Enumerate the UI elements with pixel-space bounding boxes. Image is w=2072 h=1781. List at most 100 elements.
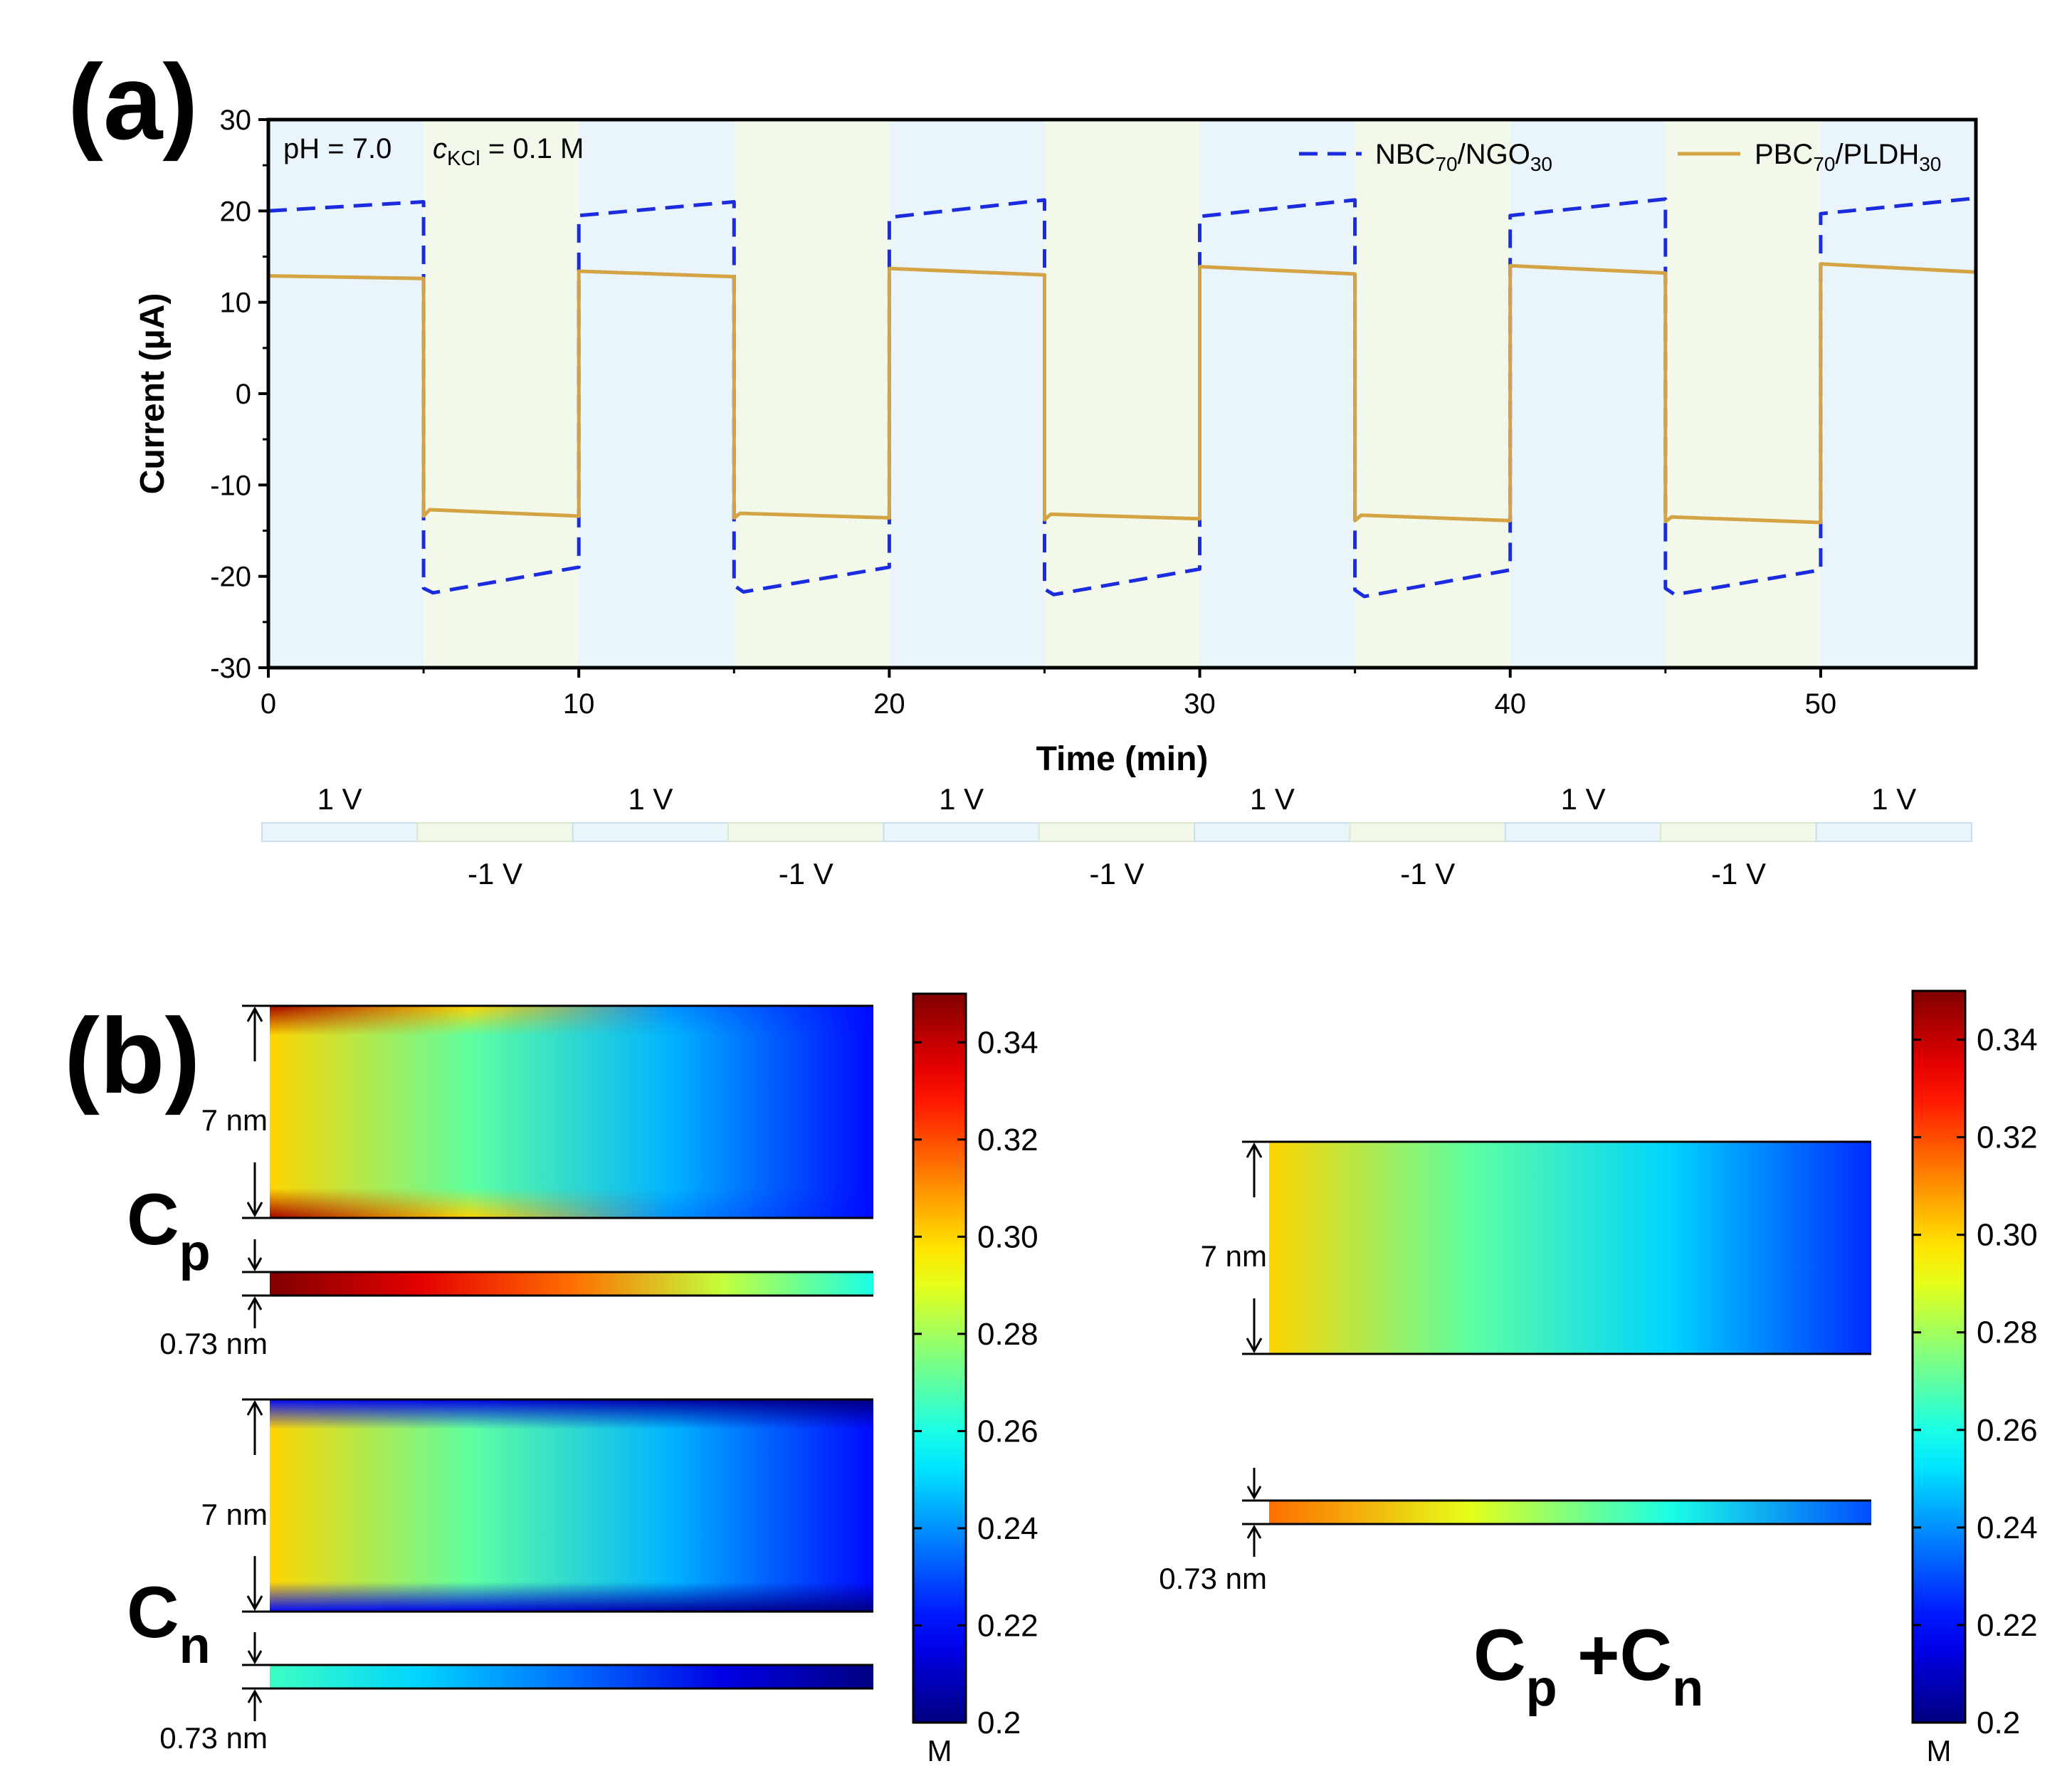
colorbar-tick-label: 0.24	[1977, 1511, 2038, 1545]
colorbar-tick-label: 0.22	[1977, 1608, 2038, 1643]
colorbar-tick-label: 0.34	[1977, 1023, 2038, 1058]
colorbar-tick-label: 0.30	[1977, 1218, 2038, 1253]
x-axis-label: Time (min)	[1036, 740, 1209, 778]
channel-dimension-markers: 7 nm 0.73 nm 7 nm 0.73 nm 7 nm 0.73 nm	[159, 1004, 1871, 1755]
band-positive-voltage	[889, 120, 1045, 668]
thickness-label-7nm: 7 nm	[201, 1103, 268, 1137]
legend: NBC70/NGO30 PBC70/PLDH30	[1299, 139, 1941, 175]
arrow-head-up-icon	[247, 1296, 263, 1310]
colorbar-left: 0.2 0.22 0.24 0.26 0.28 0.30 0.32 0.34 M	[912, 992, 1038, 1767]
colorbar-tick-label: 0.34	[977, 1025, 1038, 1060]
arrow-head-down-icon	[246, 1202, 263, 1218]
colorbar-gradient	[912, 992, 967, 1724]
colorbar-tick-label: 0.2	[977, 1706, 1021, 1740]
colorbar-tick-label: 0.30	[977, 1219, 1038, 1254]
strip-negative-segment	[1038, 822, 1196, 842]
colorbar-tick-label: 0.28	[977, 1317, 1038, 1352]
colorbar-tick-label: 0.22	[977, 1608, 1038, 1643]
sum-0.73nm-channel	[1269, 1501, 1871, 1524]
legend-label-nbc-ngo: NBC70/NGO30	[1375, 139, 1552, 175]
strip-positive-segment	[261, 822, 419, 842]
colorbar-tick-label: 0.26	[977, 1414, 1038, 1449]
arrow-head-down-icon	[1246, 1338, 1263, 1354]
kcl-symbol: c	[433, 133, 447, 164]
colorbar-tick-label: 0.24	[977, 1511, 1038, 1546]
kcl-subscript: KCl	[447, 147, 480, 170]
cn-0.73nm-channel	[270, 1665, 873, 1688]
sum-7nm-channel	[1269, 1142, 1871, 1354]
band-negative-voltage	[1044, 120, 1200, 668]
strip-label-negative: -1 V	[1400, 857, 1455, 890]
strip-label-negative: -1 V	[1711, 857, 1766, 890]
cp-7nm-channel-wall	[270, 1006, 873, 1218]
strip-label-positive: 1 V	[1561, 782, 1606, 816]
strip-label-positive: 1 V	[1871, 782, 1916, 816]
sum-title: Cp +Cn	[1473, 1614, 1703, 1717]
strip-label-positive: 1 V	[317, 782, 362, 816]
strip-positive-segment	[883, 822, 1040, 842]
thickness-label-073nm: 0.73 nm	[159, 1721, 268, 1755]
strip-label-negative: -1 V	[468, 857, 522, 890]
colorbar-tick-label: 0.2	[1977, 1706, 2020, 1740]
strip-positive-segment	[1815, 822, 1973, 842]
panel-a-series	[268, 196, 1977, 599]
ph-condition: pH = 7.0	[283, 133, 391, 164]
panel-a-plot: 0 10 20 30 40 50 30 20 10 0 -10 -20 -30 pH = 7.0 cKC…	[210, 105, 1978, 720]
thickness-label-7nm: 7 nm	[1201, 1239, 1267, 1273]
panel-a-axes: 0 10 20 30 40 50 30 20 10 0 -10 -20 -30	[210, 105, 1836, 720]
strip-negative-segment	[416, 822, 574, 842]
voltage-background-bands	[268, 120, 1976, 668]
band-positive-voltage	[579, 120, 735, 668]
x-tick-label: 20	[873, 688, 905, 720]
voltage-schedule-strip: 1 V -1 V 1 V -1 V 1 V -1 V 1 V -1 V 1 V -1 V 1 V	[261, 782, 1973, 890]
arrow-head-down-icon	[247, 1257, 263, 1272]
y-tick-label: -20	[210, 562, 251, 593]
band-negative-voltage	[424, 120, 579, 668]
band-negative-voltage	[1355, 120, 1510, 668]
strip-negative-segment	[1660, 822, 1817, 842]
panel-b-label: (b)	[64, 996, 201, 1115]
cn-title: Cn	[127, 1572, 211, 1674]
arrow-head-up-icon	[1246, 1142, 1263, 1158]
y-tick-label: 10	[220, 288, 252, 319]
y-tick-label: 0	[236, 379, 251, 410]
y-tick-label: -10	[210, 470, 251, 501]
band-negative-voltage	[1665, 120, 1821, 668]
cn-7nm-channel-wall	[270, 1399, 873, 1612]
strip-label-positive: 1 V	[939, 782, 984, 816]
x-tick-label: 40	[1494, 688, 1526, 720]
panel-a-label: (a)	[68, 42, 198, 162]
x-tick-label: 50	[1805, 688, 1837, 720]
x-tick-label: 0	[261, 688, 276, 720]
kcl-condition: cKCl = 0.1 M	[433, 133, 584, 170]
arrow-head-up-icon	[1246, 1524, 1262, 1539]
strip-positive-segment	[572, 822, 730, 842]
colorbar-tick-label: 0.32	[1977, 1120, 2038, 1155]
strip-negative-segment	[1349, 822, 1506, 842]
thickness-label-7nm: 7 nm	[201, 1498, 268, 1531]
band-positive-voltage	[268, 120, 424, 668]
band-positive-voltage	[1199, 120, 1355, 668]
x-tick-label: 10	[563, 688, 595, 720]
band-negative-voltage	[734, 120, 890, 668]
strip-negative-segment	[727, 822, 885, 842]
arrow-head-up-icon	[246, 1006, 263, 1022]
arrow-head-down-icon	[247, 1650, 263, 1665]
kcl-value: = 0.1 M	[480, 133, 584, 164]
strip-label-positive: 1 V	[1250, 782, 1295, 816]
strip-positive-segment	[1194, 822, 1351, 842]
colorbar-tick-label: 0.26	[1977, 1413, 2038, 1448]
cp-title: Cp	[127, 1179, 211, 1281]
arrow-head-up-icon	[247, 1688, 263, 1703]
colorbar-right: 0.2 0.22 0.24 0.26 0.28 0.30 0.32 0.34 M	[1911, 989, 2038, 1767]
arrow-head-down-icon	[1246, 1486, 1262, 1501]
colorbar-tick-label: 0.28	[1977, 1315, 2038, 1350]
x-tick-label: 30	[1184, 688, 1216, 720]
thickness-label-073nm: 0.73 nm	[159, 1327, 268, 1360]
y-tick-label: 20	[220, 196, 252, 227]
strip-label-negative: -1 V	[1089, 857, 1144, 890]
band-positive-voltage	[1510, 120, 1666, 668]
series-pbc-pldh-line	[268, 262, 1977, 525]
y-tick-label: 30	[220, 105, 252, 136]
